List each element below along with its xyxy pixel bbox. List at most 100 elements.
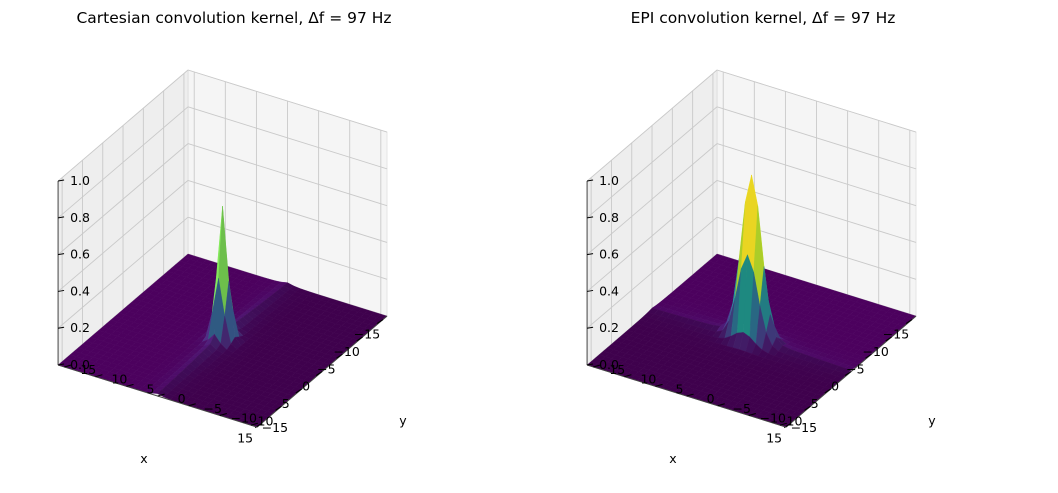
x-tick-mark (315, 371, 323, 377)
grid-line-z (586, 216, 718, 329)
surface (586, 174, 917, 428)
z-tick-label: 0.4 (599, 283, 619, 298)
y-tick-label: −10 (760, 410, 786, 425)
x-tick-label: 0 (302, 379, 310, 394)
x-tick-mark (336, 353, 343, 359)
grid-line-z (716, 106, 917, 170)
z-tick-label: 0.6 (70, 247, 90, 262)
x-tick-label: 5 (811, 396, 819, 411)
y-tick-label: −15 (262, 420, 288, 435)
x-tick-label: −5 (317, 361, 335, 376)
surface-plot-epi: EPI convolution kernel, Δf = 97 Hz −15 −10… (586, 9, 936, 466)
grid-line-z (187, 179, 388, 243)
z-tick-mark (586, 179, 594, 182)
x-tick-mark (865, 353, 872, 359)
z-tick-mark (57, 179, 65, 182)
y-tick-label: 5 (676, 381, 684, 396)
x-tick-mark (824, 388, 832, 394)
y-tick-label: 5 (147, 381, 155, 396)
grid-line-z (57, 69, 189, 182)
y-tick-mark (188, 403, 196, 407)
z-tick-mark (57, 326, 65, 329)
y-tick-mark (686, 393, 694, 397)
z-tick-mark (586, 253, 594, 256)
x-tick-label: −10 (333, 344, 359, 359)
y-tick-label: 10 (640, 372, 656, 387)
z-tick-label: 0.0 (70, 357, 90, 372)
grid-line-z (716, 69, 917, 133)
y-tick-mark (95, 374, 103, 378)
x-tick-label: 0 (831, 379, 839, 394)
y-tick-mark (157, 393, 165, 397)
chart-title: Cartesian convolution kernel, Δf = 97 Hz (76, 9, 391, 27)
z-tick-mark (586, 216, 594, 219)
y-tick-mark (624, 374, 632, 378)
grid-line-z (57, 216, 189, 329)
x-tick-mark (356, 336, 363, 342)
x-axis-label: x (669, 451, 676, 466)
z-tick-label: 0.2 (70, 320, 90, 335)
y-tick-label: −10 (231, 410, 257, 425)
x-tick-mark (844, 371, 852, 377)
y-tick-mark (748, 412, 756, 416)
z-tick-mark (57, 253, 65, 256)
x-tick-label: −15 (354, 327, 380, 342)
y-axis-line (57, 364, 258, 428)
y-tick-label: 0 (178, 391, 186, 406)
z-tick-mark (57, 289, 65, 292)
y-axis-line (586, 364, 787, 428)
x-tick-mark (295, 388, 303, 394)
y-tick-mark (717, 403, 725, 407)
z-tick-mark (57, 216, 65, 219)
y-tick-label: −5 (732, 401, 750, 416)
x-tick-label: 15 (766, 431, 782, 446)
x-tick-label: 15 (237, 431, 253, 446)
y-tick-mark (126, 383, 134, 387)
z-tick-label: 0.2 (599, 320, 619, 335)
grid-line-z (586, 180, 718, 292)
grid-line-z (187, 143, 388, 207)
y-axis-label: y (399, 413, 407, 428)
z-tick-label: 0.4 (70, 283, 90, 298)
z-tick-mark (586, 363, 594, 366)
surface-plot-cartesian: Cartesian convolution kernel, Δf = 97 Hz… (57, 9, 407, 466)
grid-line-z (586, 143, 718, 255)
z-tick-label: 0.6 (599, 247, 619, 262)
x-tick-label: −10 (862, 344, 888, 359)
x-tick-label: −15 (883, 327, 909, 342)
x-axis-label: x (140, 451, 147, 466)
y-tick-label: 15 (609, 362, 625, 377)
y-tick-mark (779, 422, 788, 426)
z-tick-mark (586, 326, 594, 329)
grid-line-z (716, 143, 917, 207)
x-tick-label: −5 (846, 361, 864, 376)
surface (57, 206, 388, 428)
x-tick-label: 10 (787, 413, 803, 428)
x-tick-label: 5 (282, 396, 290, 411)
y-tick-mark (64, 364, 72, 368)
z-tick-label: 1.0 (599, 173, 619, 188)
z-tick-mark (57, 363, 65, 366)
y-tick-mark (250, 422, 259, 426)
grid-line-z (57, 106, 189, 219)
x-tick-label: 10 (258, 413, 274, 428)
z-tick-label: 1.0 (70, 173, 90, 188)
grid-line-z (187, 69, 388, 133)
y-tick-mark (593, 364, 601, 368)
grid-line-z (187, 106, 388, 170)
x-tick-mark (804, 405, 811, 411)
y-tick-label: −5 (203, 401, 221, 416)
y-tick-label: 15 (80, 362, 96, 377)
z-tick-label: 0.0 (599, 357, 619, 372)
x-tick-mark (376, 319, 384, 324)
y-tick-mark (219, 412, 227, 416)
chart-title: EPI convolution kernel, Δf = 97 Hz (631, 9, 896, 27)
y-tick-label: 10 (111, 372, 127, 387)
grid-line-z (586, 69, 718, 182)
grid-line-z (586, 106, 718, 219)
y-tick-label: −15 (791, 420, 817, 435)
y-tick-mark (655, 383, 663, 387)
z-tick-label: 0.8 (599, 210, 619, 225)
x-tick-mark (905, 319, 913, 324)
